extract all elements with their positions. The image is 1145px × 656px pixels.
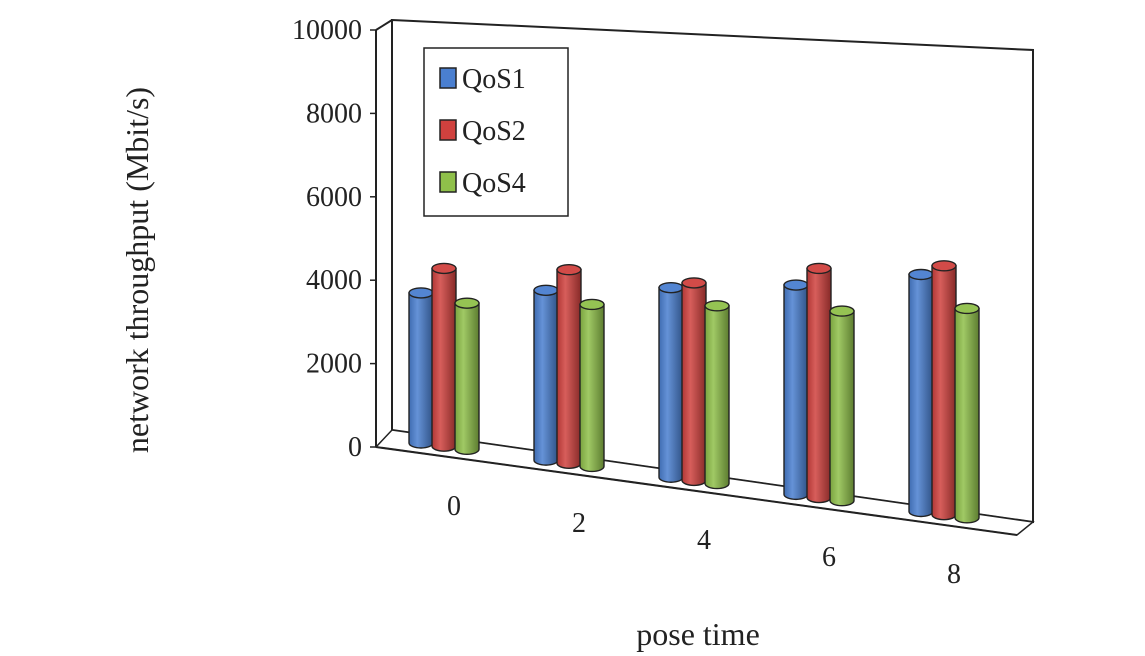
bar-qos4-4 (704, 300, 730, 490)
bar-body (829, 310, 855, 507)
bar-top (533, 284, 559, 296)
bar-top (658, 281, 684, 294)
bar-top (783, 279, 809, 291)
bar-qos2-6 (806, 262, 832, 504)
bar-top (829, 305, 855, 317)
x-tick-label: 8 (947, 559, 961, 590)
x-tick-label: 0 (447, 491, 461, 522)
bar-top (431, 262, 457, 275)
legend-swatch (439, 171, 457, 193)
bar-top (408, 287, 434, 299)
bar-body (931, 265, 957, 521)
bar-body (408, 292, 434, 449)
bar-qos1-0 (408, 287, 434, 449)
side-top-edge (375, 19, 393, 31)
legend-swatch (439, 119, 457, 141)
legend-label: QoS4 (462, 168, 526, 199)
bar-qos4-8 (954, 302, 980, 524)
y-tick-label: 4000 (306, 265, 362, 296)
bar-body (704, 305, 730, 490)
bar-body (533, 289, 559, 466)
bar-body (954, 307, 980, 524)
bar-qos4-0 (454, 297, 480, 456)
bar-top (579, 298, 605, 311)
bar-qos1-6 (783, 279, 809, 501)
bar-top (954, 302, 980, 315)
bar-body (908, 273, 934, 518)
bar-body (658, 286, 684, 483)
bar-body (681, 282, 707, 487)
bar-qos1-8 (908, 268, 934, 518)
bar-top (931, 260, 957, 272)
y-tick-label: 6000 (306, 182, 362, 213)
bar-body (556, 269, 582, 469)
legend-label: QoS1 (462, 64, 526, 95)
bar-qos2-2 (556, 264, 582, 469)
bar-top (454, 297, 480, 309)
bar-qos4-6 (829, 305, 855, 507)
bar-qos2-0 (431, 262, 457, 452)
legend-label: QoS2 (462, 116, 526, 147)
legend: QoS1 QoS2 QoS4 (423, 47, 569, 217)
y-tick-label: 2000 (306, 349, 362, 380)
bar-body (431, 267, 457, 452)
bar-body (783, 284, 809, 501)
bar-body (454, 302, 480, 456)
bar-qos2-8 (931, 260, 957, 521)
bar-top (806, 262, 832, 275)
y-tick-label: 0 (348, 432, 362, 463)
bar-top (681, 277, 707, 289)
x-axis-ticks: 0 2 4 6 8 (447, 491, 961, 590)
legend-swatch (439, 67, 457, 89)
y-axis-ticks: 0 2000 4000 6000 8000 10000 (292, 15, 376, 463)
bars (408, 260, 980, 524)
bar-qos2-4 (681, 277, 707, 487)
bar-qos1-4 (658, 281, 684, 483)
bar-top (556, 264, 582, 276)
y-tick-label: 10000 (292, 15, 362, 46)
x-tick-label: 6 (822, 542, 836, 573)
x-tick-label: 2 (572, 508, 586, 539)
y-axis-title: network throughput (Mbit/s) (119, 87, 155, 453)
bar-body (579, 303, 605, 473)
bar-qos1-2 (533, 284, 559, 466)
bar-top (908, 268, 934, 281)
bar-top (704, 300, 730, 312)
bar-body (806, 267, 832, 504)
x-axis-title: pose time (636, 616, 760, 652)
x-axis-line (375, 446, 1018, 536)
y-tick-label: 8000 (306, 98, 362, 129)
bar-qos4-2 (579, 298, 605, 473)
x-tick-label: 4 (697, 525, 711, 556)
